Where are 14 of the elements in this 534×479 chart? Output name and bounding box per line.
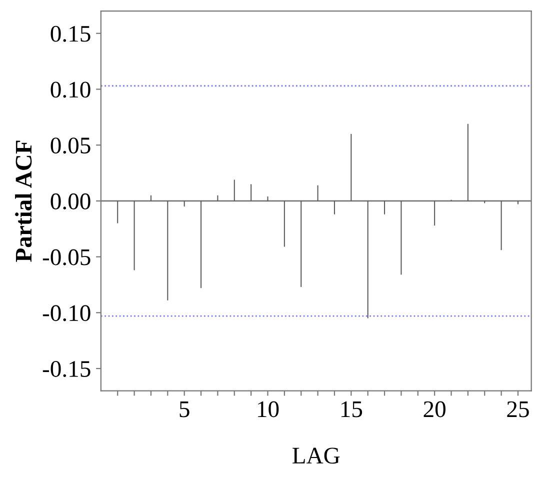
y-tick-label: 0.00 [50, 193, 90, 210]
y-tick-label: -0.15 [42, 361, 90, 378]
x-tick-label: 25 [507, 401, 529, 418]
y-tick-label: -0.05 [42, 249, 90, 266]
y-tick-label: 0.10 [50, 82, 90, 98]
x-tick-label: 20 [424, 401, 446, 418]
y-tick-label: -0.10 [42, 305, 90, 322]
y-tick-label: 0.15 [50, 26, 90, 42]
x-axis-title: LAG [292, 448, 340, 464]
x-tick-label: 5 [180, 402, 190, 418]
x-tick-label: 15 [341, 401, 362, 418]
y-tick-label: 0.05 [50, 138, 90, 154]
y-axis-title: Partial ACF [15, 140, 32, 262]
x-tick-label: 10 [258, 401, 279, 418]
